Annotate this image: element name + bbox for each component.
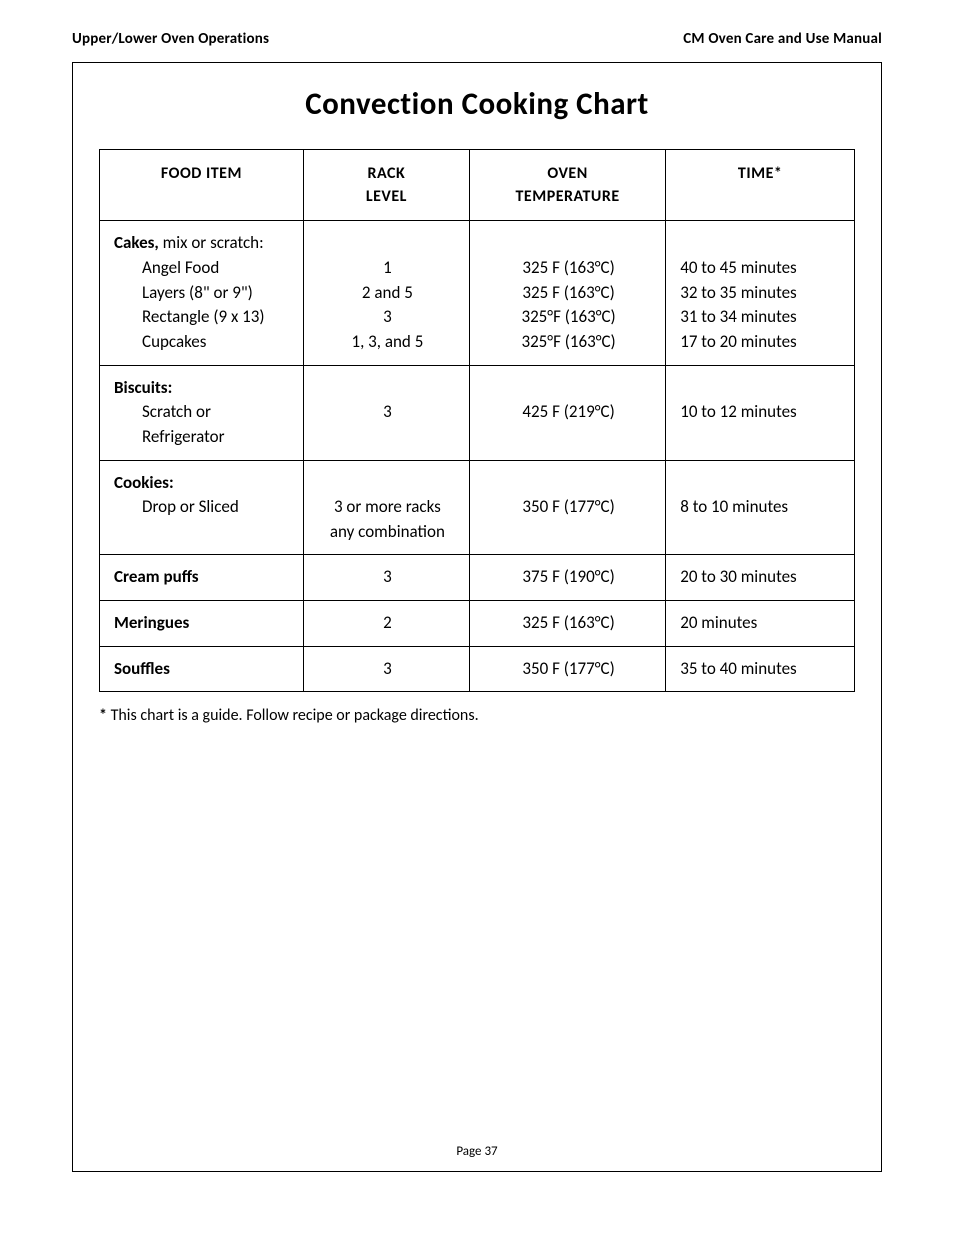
footnote-text: This chart is a guide. Follow recipe or … [107,706,479,725]
cell-food-souffles: Souffles [100,646,304,692]
col-header-rack-l2: LEVEL [366,187,407,206]
cell-temp-meringues: 325 F (163°C) [469,601,665,647]
cell-rack-creampuffs: 3 [303,555,469,601]
food-head: Biscuits: [114,377,172,398]
cell-time-souffles: 35 to 40 minutes [666,646,855,692]
page-number: Page 37 [73,1144,881,1159]
cell-temp-cakes: 325 F (163°C) 325 F (163°C) 325°F (163°C… [469,221,665,365]
food-sub: Rectangle (9 x 13) [114,305,291,330]
cell-rack-biscuits: 3 [303,365,469,460]
cell-rack-cakes: 1 2 and 5 3 1, 3, and 5 [303,221,469,365]
cell-time-meringues: 20 minutes [666,601,855,647]
cell-time-cakes: 40 to 45 minutes 32 to 35 minutes 31 to … [666,221,855,365]
rack-value: 3 or more racks [334,496,441,517]
col-header-food: FOOD ITEM [100,150,304,221]
food-head: Cookies: [114,472,174,493]
cell-food-creampuffs: Cream puffs [100,555,304,601]
rack-value: 2 and 5 [362,282,413,303]
table-row: Cookies: Drop or Sliced 3 or more racks … [100,460,855,555]
temp-value: 325 F (163°C) [522,257,614,278]
cell-time-creampuffs: 20 to 30 minutes [666,555,855,601]
footnote-star: * [99,706,107,725]
col-header-rack-l1: RACK [368,164,406,183]
food-sub: Drop or Sliced [114,495,291,520]
rack-value: 3 [383,401,392,422]
food-sub: Cupcakes [114,330,291,355]
page-header: Upper/Lower Oven Operations CM Oven Care… [72,30,882,48]
time-value: 10 to 12 minutes [680,401,796,422]
food-head-rest: mix or scratch: [159,232,264,253]
cell-rack-cookies: 3 or more racks any combination [303,460,469,555]
cell-food-cookies: Cookies: Drop or Sliced [100,460,304,555]
table-row: Souffles 3 350 F (177°C) 35 to 40 minute… [100,646,855,692]
temp-value: 350 F (177°C) [522,496,614,517]
time-value: 17 to 20 minutes [680,331,796,352]
rack-value: 1 [383,257,392,278]
header-left: Upper/Lower Oven Operations [72,30,269,48]
cell-temp-creampuffs: 375 F (190°C) [469,555,665,601]
cell-temp-souffles: 350 F (177°C) [469,646,665,692]
table-row: Cream puffs 3 375 F (190°C) 20 to 30 min… [100,555,855,601]
col-header-temp-l2: TEMPERATURE [516,187,620,206]
cell-temp-cookies: 350 F (177°C) [469,460,665,555]
time-value: 40 to 45 minutes [680,257,796,278]
col-header-time: TIME* [666,150,855,221]
cell-food-biscuits: Biscuits: Scratch or Refrigerator [100,365,304,460]
table-row: Cakes, mix or scratch: Angel Food Layers… [100,221,855,365]
cell-time-cookies: 8 to 10 minutes [666,460,855,555]
col-header-rack: RACK LEVEL [303,150,469,221]
table-row: Meringues 2 325 F (163°C) 20 minutes [100,601,855,647]
temp-value: 425 F (219°C) [522,401,614,422]
rack-value: 3 [383,306,392,327]
cell-food-meringues: Meringues [100,601,304,647]
time-value: 31 to 34 minutes [680,306,796,327]
cell-time-biscuits: 10 to 12 minutes [666,365,855,460]
food-head-bold: Cakes, [114,232,159,253]
table-header-row: FOOD ITEM RACK LEVEL OVEN TEMPERATURE TI… [100,150,855,221]
col-header-temp: OVEN TEMPERATURE [469,150,665,221]
footnote: * This chart is a guide. Follow recipe o… [99,706,855,725]
chart-title: Convection Cooking Chart [99,85,855,123]
temp-value: 325°F (163°C) [521,331,615,352]
col-header-temp-l1: OVEN [547,164,587,183]
table-row: Biscuits: Scratch or Refrigerator 3 425 … [100,365,855,460]
temp-value: 325°F (163°C) [521,306,615,327]
manual-page: Upper/Lower Oven Operations CM Oven Care… [0,0,954,1202]
food-sub: Layers (8" or 9") [114,281,291,306]
food-sub: Angel Food [114,256,291,281]
time-value: 32 to 35 minutes [680,282,796,303]
cooking-chart-table: FOOD ITEM RACK LEVEL OVEN TEMPERATURE TI… [99,149,855,692]
header-right: CM Oven Care and Use Manual [683,30,882,48]
temp-value: 325 F (163°C) [522,282,614,303]
rack-value: 1, 3, and 5 [351,331,423,352]
time-value: 8 to 10 minutes [680,496,788,517]
cell-temp-biscuits: 425 F (219°C) [469,365,665,460]
cell-rack-meringues: 2 [303,601,469,647]
cell-food-cakes: Cakes, mix or scratch: Angel Food Layers… [100,221,304,365]
food-sub: Refrigerator [114,425,291,450]
cell-rack-souffles: 3 [303,646,469,692]
content-frame: Convection Cooking Chart FOOD ITEM RACK … [72,62,882,1172]
rack-value: any combination [330,521,445,542]
food-sub: Scratch or [114,400,291,425]
